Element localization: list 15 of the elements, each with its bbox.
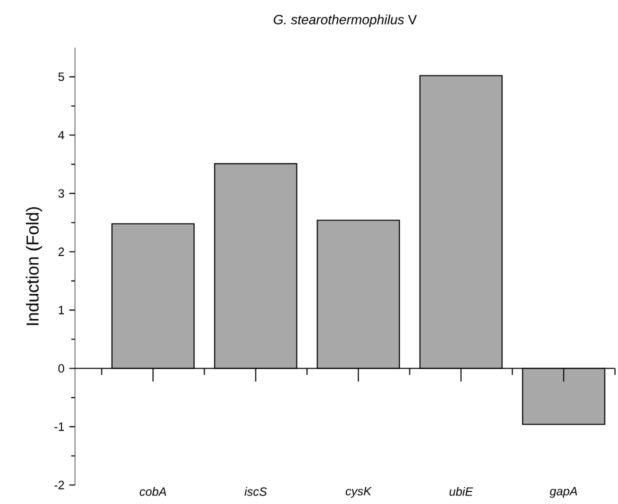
- x-tick-label: iscS: [244, 487, 267, 496]
- y-tick-label: 5: [58, 72, 64, 82]
- x-tick-label: gapA: [550, 487, 578, 498]
- y-tick-label: 3: [58, 189, 64, 198]
- x-tick-label: cobA: [140, 487, 166, 496]
- y-tick-label: -1: [54, 422, 64, 431]
- x-tick-label: ubiE: [450, 487, 474, 496]
- y-tick-label: -2: [54, 480, 64, 490]
- chart-title: G. stearothermophilus V: [274, 14, 417, 27]
- y-axis-title: Induction (Fold): [26, 207, 42, 325]
- y-tick-label: 2: [58, 248, 64, 256]
- y-tick-label: 4: [58, 131, 64, 140]
- y-tick-label: 0: [58, 364, 64, 373]
- y-tick-label: 1: [58, 306, 64, 314]
- x-tick-label: cysK: [346, 487, 372, 498]
